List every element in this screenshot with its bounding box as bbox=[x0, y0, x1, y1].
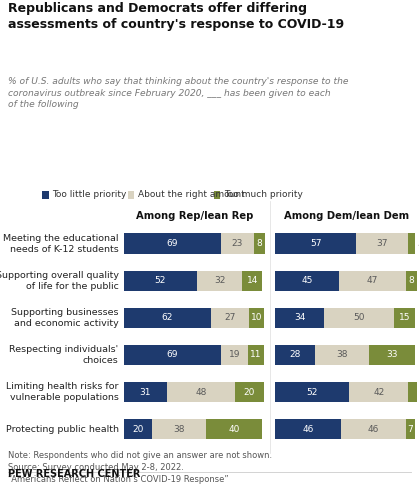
Bar bbox=[248, 345, 264, 365]
Bar bbox=[315, 345, 369, 365]
Text: 5: 5 bbox=[418, 239, 419, 248]
Text: Supporting businesses
and economic activity: Supporting businesses and economic activ… bbox=[11, 308, 119, 328]
Bar bbox=[254, 233, 265, 254]
Bar bbox=[168, 382, 235, 402]
Text: Too little priority: Too little priority bbox=[52, 190, 127, 198]
Bar bbox=[406, 271, 417, 291]
Bar bbox=[276, 419, 341, 439]
Text: 47: 47 bbox=[367, 276, 378, 285]
Text: PEW RESEARCH CENTER: PEW RESEARCH CENTER bbox=[8, 469, 141, 479]
Bar bbox=[124, 308, 211, 328]
Text: 42: 42 bbox=[373, 388, 384, 396]
Text: Meeting the educational
needs of K-12 students: Meeting the educational needs of K-12 st… bbox=[3, 234, 119, 254]
Text: 20: 20 bbox=[244, 388, 255, 396]
Bar bbox=[323, 308, 394, 328]
Text: About the right amount: About the right amount bbox=[138, 190, 245, 198]
Text: Too much priority: Too much priority bbox=[224, 190, 303, 198]
Bar bbox=[197, 271, 242, 291]
Text: 48: 48 bbox=[196, 388, 207, 396]
Bar bbox=[249, 308, 264, 328]
Text: 11: 11 bbox=[250, 350, 261, 360]
Text: 32: 32 bbox=[214, 276, 225, 285]
Text: 50: 50 bbox=[353, 313, 365, 322]
Bar bbox=[276, 271, 339, 291]
Bar bbox=[349, 382, 409, 402]
Text: 20: 20 bbox=[132, 424, 143, 434]
Text: 8: 8 bbox=[256, 239, 262, 248]
Text: Protecting public health: Protecting public health bbox=[5, 424, 119, 434]
Bar bbox=[276, 345, 315, 365]
Text: 23: 23 bbox=[232, 239, 243, 248]
Text: 37: 37 bbox=[377, 239, 388, 248]
Text: Limiting health risks for
vulnerable populations: Limiting health risks for vulnerable pop… bbox=[6, 382, 119, 402]
Bar bbox=[211, 308, 249, 328]
Text: 46: 46 bbox=[303, 424, 314, 434]
Bar bbox=[369, 345, 416, 365]
Bar bbox=[406, 419, 416, 439]
Text: Among Rep/lean Rep: Among Rep/lean Rep bbox=[136, 211, 253, 221]
Bar bbox=[341, 419, 406, 439]
Text: 15: 15 bbox=[399, 313, 411, 322]
Text: 46: 46 bbox=[367, 424, 379, 434]
Text: 33: 33 bbox=[386, 350, 398, 360]
Bar bbox=[124, 233, 221, 254]
Bar bbox=[276, 308, 323, 328]
Text: 52: 52 bbox=[155, 276, 166, 285]
Bar bbox=[356, 233, 409, 254]
Text: 34: 34 bbox=[294, 313, 305, 322]
Text: Note: Respondents who did not give an answer are not shown.
Source: Survey condu: Note: Respondents who did not give an an… bbox=[8, 451, 272, 484]
Text: 38: 38 bbox=[336, 350, 348, 360]
Bar bbox=[409, 233, 416, 254]
Text: 69: 69 bbox=[167, 350, 178, 360]
Bar bbox=[339, 271, 406, 291]
Text: 28: 28 bbox=[290, 350, 301, 360]
Text: 62: 62 bbox=[162, 313, 173, 322]
Bar bbox=[394, 308, 416, 328]
Bar bbox=[221, 345, 248, 365]
Text: 27: 27 bbox=[225, 313, 236, 322]
Bar bbox=[206, 419, 262, 439]
Bar bbox=[242, 271, 262, 291]
Bar bbox=[276, 382, 349, 402]
Bar bbox=[409, 382, 417, 402]
Text: 10: 10 bbox=[251, 313, 262, 322]
Text: Respecting individuals'
choices: Respecting individuals' choices bbox=[10, 345, 119, 365]
Text: 7: 7 bbox=[408, 424, 414, 434]
Text: 14: 14 bbox=[247, 276, 258, 285]
Text: 40: 40 bbox=[228, 424, 240, 434]
Text: Republicans and Democrats offer differing
assessments of country's response to C: Republicans and Democrats offer differin… bbox=[8, 2, 344, 31]
Text: 38: 38 bbox=[173, 424, 184, 434]
Text: 31: 31 bbox=[140, 388, 151, 396]
Bar bbox=[276, 233, 356, 254]
Text: 57: 57 bbox=[310, 239, 321, 248]
Bar bbox=[221, 233, 254, 254]
Text: 45: 45 bbox=[302, 276, 313, 285]
Text: 52: 52 bbox=[307, 388, 318, 396]
Text: Supporting overall quality
of life for the public: Supporting overall quality of life for t… bbox=[0, 271, 119, 291]
Text: 19: 19 bbox=[229, 350, 241, 360]
Text: 8: 8 bbox=[409, 276, 414, 285]
Bar bbox=[124, 419, 152, 439]
Text: % of U.S. adults who say that thinking about the country's response to the
coron: % of U.S. adults who say that thinking a… bbox=[8, 77, 349, 109]
Bar bbox=[124, 345, 221, 365]
Bar bbox=[124, 382, 168, 402]
Bar bbox=[235, 382, 264, 402]
Text: Among Dem/lean Dem: Among Dem/lean Dem bbox=[284, 211, 409, 221]
Bar bbox=[124, 271, 197, 291]
Text: 69: 69 bbox=[167, 239, 178, 248]
Bar bbox=[152, 419, 206, 439]
